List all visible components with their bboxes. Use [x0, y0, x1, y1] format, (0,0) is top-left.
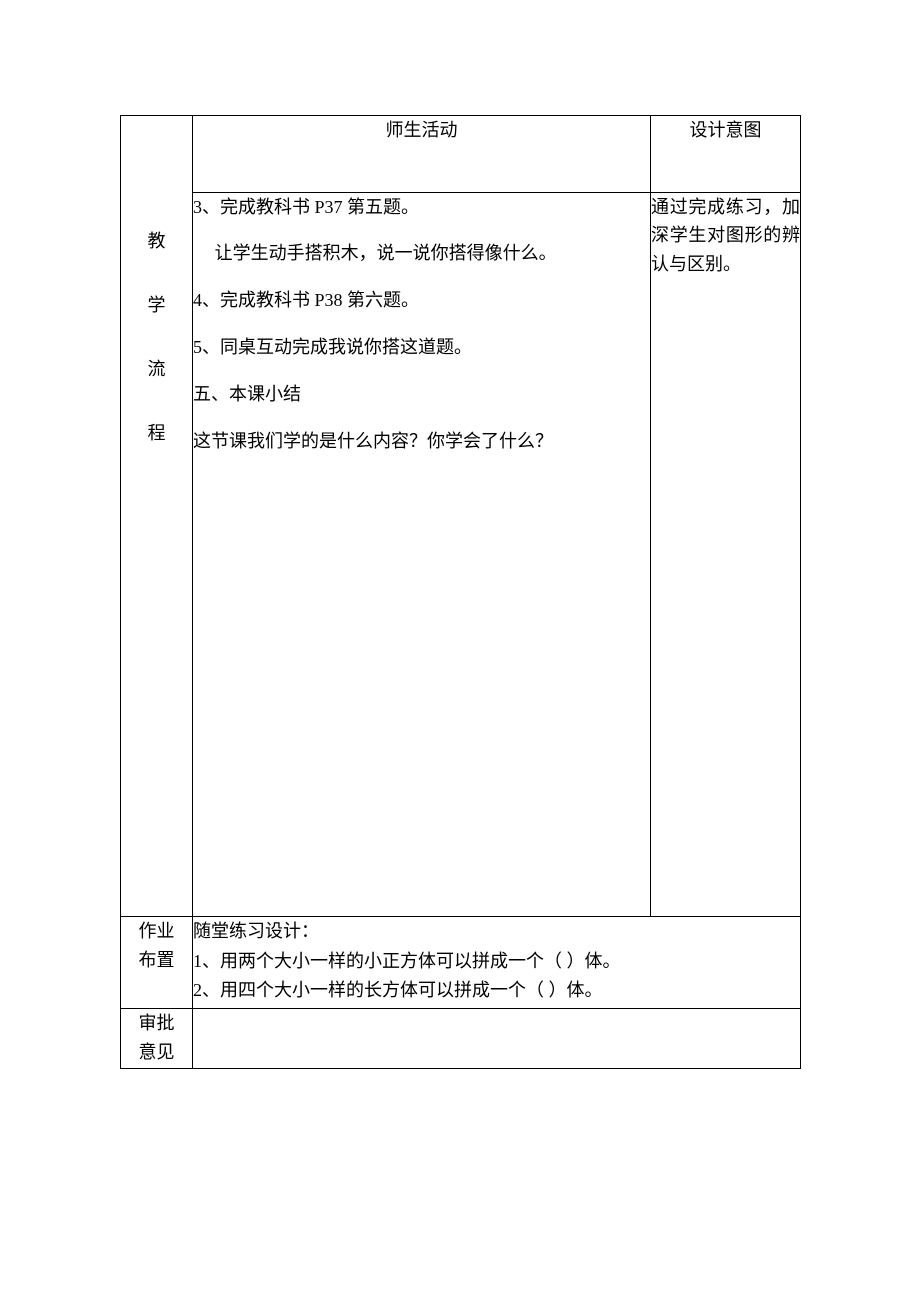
intent-header: 设计意图	[651, 116, 801, 193]
approval-label-l2: 意见	[139, 1042, 175, 1062]
process-body-row: 3、完成教科书 P37 第五题。 让学生动手搭积木，说一说你搭得像什么。 4、完…	[121, 192, 801, 916]
homework-label-l2: 布置	[139, 950, 175, 970]
activity-line-6: 这节课我们学的是什么内容？你学会了什么？	[193, 427, 650, 456]
activity-line-4: 5、同桌互动完成我说你搭这道题。	[193, 333, 650, 362]
process-char-1: 教	[121, 232, 192, 250]
process-char-3: 流	[121, 360, 192, 378]
activity-line-2: 让学生动手搭积木，说一说你搭得像什么。	[193, 239, 650, 268]
process-label-cell: 教 学 流 程	[121, 116, 193, 917]
approval-row: 审批 意见	[121, 1009, 801, 1069]
intent-cell: 通过完成练习，加深学生对图形的辨认与区别。	[651, 192, 801, 916]
activity-header: 师生活动	[193, 116, 651, 193]
homework-label-l1: 作业	[139, 921, 175, 941]
homework-q2: 2、用四个大小一样的长方体可以拼成一个（ ）体。	[193, 976, 800, 1006]
page-container: 教 学 流 程 师生活动 设计意图 3、完成教科书 P37 第五题。 让学生动手…	[0, 0, 920, 1069]
activity-line-5: 五、本课小结	[193, 380, 650, 409]
intent-text: 通过完成练习，加深学生对图形的辨认与区别。	[651, 197, 800, 275]
activity-cell: 3、完成教科书 P37 第五题。 让学生动手搭积木，说一说你搭得像什么。 4、完…	[193, 192, 651, 916]
homework-title: 随堂练习设计：	[193, 917, 800, 947]
approval-body-cell	[193, 1009, 801, 1069]
homework-label-cell: 作业 布置	[121, 917, 193, 1009]
header-row: 教 学 流 程 师生活动 设计意图	[121, 116, 801, 193]
homework-body-cell: 随堂练习设计： 1、用两个大小一样的小正方体可以拼成一个（ ）体。 2、用四个大…	[193, 917, 801, 1009]
homework-row: 作业 布置 随堂练习设计： 1、用两个大小一样的小正方体可以拼成一个（ ）体。 …	[121, 917, 801, 1009]
homework-q1: 1、用两个大小一样的小正方体可以拼成一个（ ）体。	[193, 947, 800, 977]
activity-line-1: 3、完成教科书 P37 第五题。	[193, 193, 650, 222]
process-char-2: 学	[121, 296, 192, 314]
approval-label-cell: 审批 意见	[121, 1009, 193, 1069]
process-char-4: 程	[121, 424, 192, 442]
activity-line-3: 4、完成教科书 P38 第六题。	[193, 286, 650, 315]
lesson-plan-table: 教 学 流 程 师生活动 设计意图 3、完成教科书 P37 第五题。 让学生动手…	[120, 115, 801, 1069]
approval-label-l1: 审批	[139, 1013, 175, 1033]
